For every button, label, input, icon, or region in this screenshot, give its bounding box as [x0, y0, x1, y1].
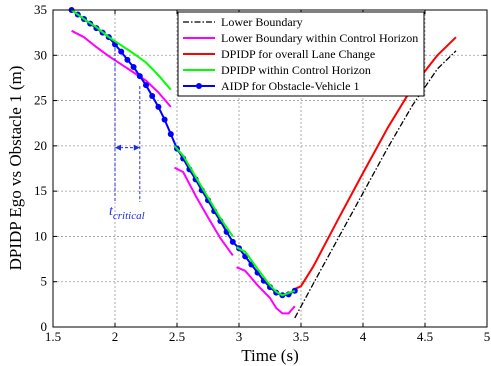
annotation-arrow-right: [133, 144, 140, 151]
legend: Lower Boundary Lower Boundary within Cont…: [177, 11, 425, 97]
plot-frame: [52, 9, 488, 328]
data-point: [161, 116, 168, 123]
series-dpidp-for-overall-lane-change: [294, 36, 457, 290]
t-critical-label: tcritical: [109, 204, 145, 222]
legend-entry: DPIDP within Control Horizon: [183, 63, 371, 77]
legend-entry: AIDP for Obstacle-Vehicle 1: [183, 79, 360, 93]
y-tick-label: 15: [34, 183, 47, 198]
legend-entry: Lower Boundary within Control Horizon: [183, 31, 418, 45]
legend-label: Lower Boundary within Control Horizon: [221, 31, 418, 45]
t-critical-annotation: tcritical: [109, 48, 145, 222]
legend-entry: Lower Boundary: [183, 15, 303, 29]
x-axis-title: Time (s): [241, 346, 298, 365]
y-tick-label: 5: [41, 274, 48, 289]
data-point: [155, 103, 162, 110]
y-tick-label: 35: [34, 2, 47, 17]
legend-label: Lower Boundary: [221, 15, 303, 29]
x-tick-label: 2.5: [169, 329, 185, 344]
data-point: [143, 82, 149, 89]
y-tick-label: 20: [34, 138, 47, 153]
series-line: [236, 266, 296, 315]
y-tick-label: 0: [41, 319, 48, 334]
y-axis-title: DPIDP Ego vs Obstacle 1 (m): [6, 66, 25, 271]
series-line: [174, 166, 234, 256]
data-point: [124, 56, 131, 63]
y-tick-label: 25: [34, 93, 47, 108]
x-tick-label: 1.5: [45, 329, 61, 344]
data-point: [229, 238, 236, 245]
series-dpidp-within-control-horizon: [71, 9, 296, 297]
t-critical-main: t: [109, 204, 114, 219]
series-line: [294, 36, 457, 290]
annotation-arrow-left: [115, 144, 121, 151]
x-tick-label: 4.5: [417, 329, 433, 344]
series-line: [173, 145, 234, 237]
legend-box: [177, 11, 425, 97]
x-tick-label: 4: [360, 329, 367, 344]
x-tick-label: 3.5: [293, 329, 309, 344]
axis-ticks: 1.5 2 2.5 3 3.5 4 4.5 5 0 5 10 15 20 25 30 35: [34, 2, 490, 344]
y-tick-label: 10: [34, 228, 47, 243]
series-line: [71, 9, 172, 91]
data-point: [149, 93, 156, 100]
series-layer: [68, 7, 457, 319]
x-tick-label: 2: [112, 329, 119, 344]
x-tick-label: 3: [236, 329, 243, 344]
legend-label: DPIDP within Control Horizon: [221, 63, 371, 77]
series-lower-boundary-within-control-horizon: [71, 29, 296, 315]
data-point: [130, 64, 137, 71]
data-point: [118, 48, 125, 55]
legend-label: DPIDP for overall Lane Change: [221, 47, 375, 61]
x-tick-label: 5: [484, 329, 491, 344]
series-line: [294, 50, 457, 319]
legend-marker: [196, 83, 202, 89]
series-lower-boundary: [294, 50, 457, 319]
t-critical-subscript: critical: [113, 210, 145, 222]
legend-entry: DPIDP for overall Lane Change: [183, 47, 375, 61]
data-point: [136, 73, 143, 80]
series-line: [71, 29, 172, 108]
series-line: [236, 246, 296, 297]
y-tick-label: 30: [34, 47, 47, 62]
legend-label: AIDP for Obstacle-Vehicle 1: [221, 79, 360, 93]
data-point: [167, 131, 174, 138]
